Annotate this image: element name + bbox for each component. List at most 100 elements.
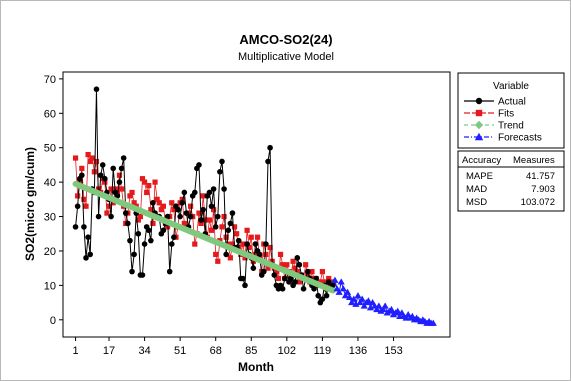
y-axis-label: SO2(micro gm/cum) (23, 147, 37, 261)
forecasts-point (429, 319, 437, 326)
actual-point (79, 172, 85, 179)
fits-point (284, 262, 290, 268)
fits-point (148, 207, 154, 213)
fits-point (265, 265, 271, 271)
fits-point (87, 158, 93, 165)
actual-point (148, 237, 154, 244)
series-layer (72, 86, 437, 326)
series-trend (72, 180, 336, 294)
forecasts-point (345, 293, 354, 301)
fits-point (309, 269, 315, 275)
actual-point (252, 241, 259, 247)
actual-point (300, 286, 307, 292)
actual-point (183, 210, 190, 216)
fits-point (242, 255, 248, 261)
forecasts-point (335, 288, 343, 295)
forecasts-point (381, 302, 389, 309)
actual-point (108, 213, 114, 220)
y-tick-label: 40 (44, 177, 56, 189)
fits-point (171, 207, 177, 213)
actual-point (93, 86, 100, 93)
actual-point (125, 220, 131, 227)
forecasts-point (348, 298, 356, 306)
actual-point (175, 206, 181, 213)
x-tick-label: 68 (210, 345, 222, 357)
x-tick-label: 51 (174, 345, 186, 357)
accuracy-table: Accuracy Measures MAPE 41.757 MAD 7.903 MSD 1… (457, 150, 565, 212)
actual-point (99, 162, 106, 168)
actual-point (168, 241, 175, 247)
legend-item-trend: Trend (464, 121, 524, 132)
actual-point (81, 224, 87, 230)
actual-point (150, 199, 156, 206)
accuracy-value: 7.903 (531, 184, 555, 195)
x-tick-label: 119 (314, 345, 332, 357)
fits-point (79, 165, 85, 171)
fits-point (200, 193, 206, 199)
x-tick-label: 153 (384, 345, 402, 357)
forecasts-point (354, 292, 362, 299)
fits-point (229, 241, 236, 247)
actual-point (229, 210, 236, 216)
actual-point (215, 213, 221, 220)
fits-point (106, 203, 112, 209)
fits-point (181, 220, 187, 227)
fits-point (305, 272, 311, 278)
actual-point (129, 268, 135, 275)
actual-point (72, 224, 79, 230)
x-tick-label: 102 (278, 345, 296, 357)
fits-point (127, 193, 133, 199)
actual-point (240, 275, 246, 282)
actual-point (160, 227, 167, 234)
actual-point (177, 213, 183, 220)
x-axis-label: Month (238, 360, 274, 374)
accuracy-header-left: Accuracy (462, 155, 501, 166)
fits-point (75, 193, 81, 199)
fits-point (89, 155, 95, 161)
actual-point (145, 227, 152, 234)
fits-point (144, 189, 150, 196)
fits-point (150, 220, 156, 227)
actual-point (227, 220, 234, 227)
accuracy-label: MAPE (466, 171, 493, 182)
fits-point (72, 155, 79, 161)
fits-point (206, 217, 213, 223)
y-tick-label: 50 (44, 143, 56, 155)
forecasts-point (375, 302, 383, 309)
fits-point (116, 172, 123, 178)
fits-point (129, 189, 135, 196)
fits-point (131, 200, 137, 206)
fits-point (213, 251, 219, 258)
accuracy-label: MSD (466, 197, 487, 208)
actual-point (102, 175, 108, 182)
accuracy-rows: MAPE 41.757 MAD 7.903 MSD 103.072 (466, 171, 555, 208)
actual-point (315, 292, 322, 299)
fits-point (267, 244, 273, 251)
fits-point (231, 224, 238, 230)
x-axis: 1 17 34 51 68 85 102 119 136 153 (72, 337, 403, 357)
fits-point (273, 269, 279, 275)
forecasts-point (350, 295, 358, 302)
actual-point (235, 237, 242, 244)
actual-point (187, 213, 194, 220)
fits-point (102, 179, 108, 185)
fits-point (93, 158, 100, 165)
fits-point (211, 207, 217, 213)
fits-point (108, 186, 114, 192)
fits-point (280, 262, 286, 268)
fits-point (234, 231, 240, 237)
accuracy-value: 41.757 (526, 171, 555, 182)
fits-point (135, 217, 141, 223)
x-tick-label: 85 (245, 345, 257, 357)
fits-point (303, 262, 309, 268)
fits-point (223, 234, 229, 240)
actual-point (171, 234, 177, 240)
y-tick-label: 20 (44, 246, 56, 258)
actual-point (265, 158, 271, 165)
legend-marker-actual (475, 97, 483, 105)
actual-point (256, 251, 263, 258)
actual-point (120, 155, 127, 161)
actual-point (127, 237, 133, 244)
